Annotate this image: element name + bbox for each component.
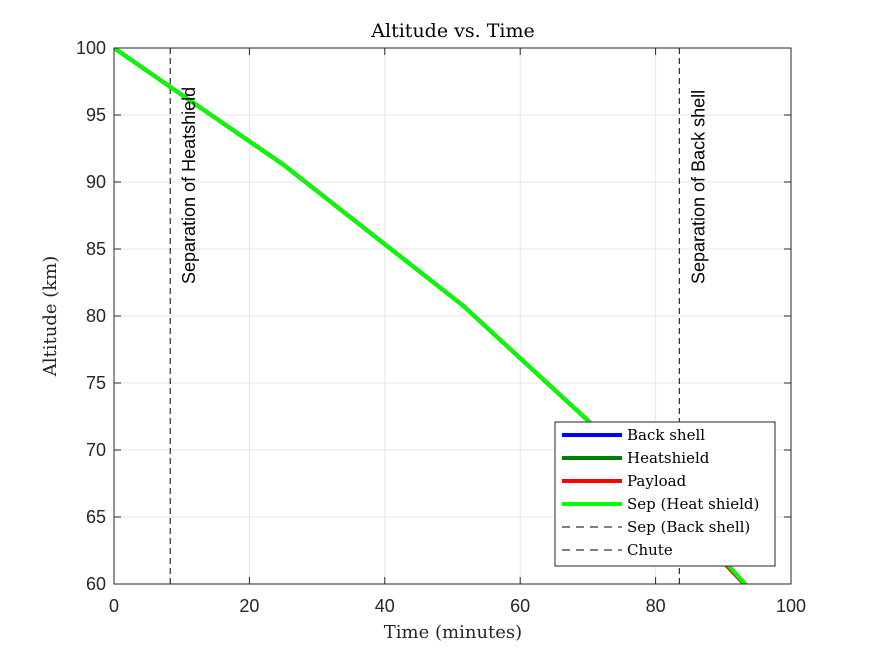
x-tick-label: 100 (776, 596, 806, 616)
legend: Back shell Heatshield Payload Sep (Heat shi… (554, 421, 776, 567)
legend-label: Back shell (627, 426, 705, 444)
chart-title: Altitude vs. Time (370, 20, 534, 42)
y-axis-title: Altitude (km) (40, 256, 61, 378)
legend-label: Chute (627, 541, 673, 559)
y-tick-label: 85 (86, 239, 106, 259)
axis-ticks (113, 47, 792, 585)
x-tick-label: 60 (510, 596, 530, 616)
legend-label: Heatshield (627, 449, 710, 467)
x-tick-label: 0 (109, 596, 119, 616)
x-tick-label: 40 (375, 596, 395, 616)
legend-label: Sep (Heat shield) (627, 495, 759, 513)
x-axis-title: Time (minutes) (384, 622, 522, 643)
y-tick-label: 90 (86, 172, 106, 192)
y-tick-label: 65 (86, 507, 106, 527)
vertical-line-annotation: Separation of Back shell (688, 90, 708, 284)
y-tick-label: 75 (86, 373, 106, 393)
x-tick-label: 80 (646, 596, 666, 616)
y-tick-label: 95 (86, 105, 106, 125)
x-tick-label: 20 (239, 596, 259, 616)
y-tick-label: 80 (86, 306, 106, 326)
y-tick-label: 100 (76, 38, 106, 58)
legend-label: Sep (Back shell) (627, 518, 750, 536)
y-tick-label: 70 (86, 440, 106, 460)
vertical-line-annotation: Separation of Heatshield (179, 87, 199, 284)
vertical-line-annotations: Separation of Heatshield Separation of Ba… (179, 87, 708, 284)
legend-box (554, 421, 776, 567)
tick-labels: 0 20 40 60 80 100 60 65 70 75 80 85 90 95 100 (76, 38, 806, 616)
legend-items: Back shell Heatshield Payload Sep (Heat shi… (562, 426, 759, 559)
y-tick-label: 60 (86, 574, 106, 594)
legend-label: Payload (627, 472, 687, 490)
